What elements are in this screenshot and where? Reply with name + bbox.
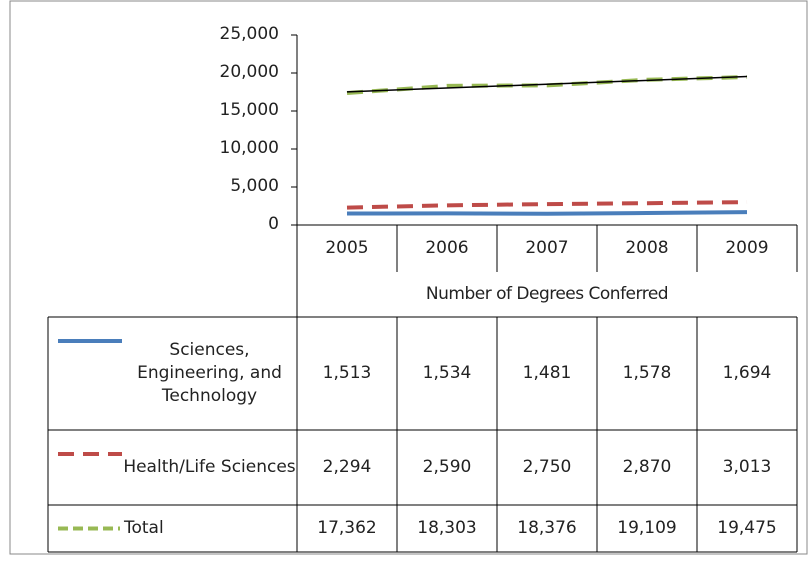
- x-tick-label: 2007: [525, 238, 569, 259]
- data-table-value: 18,376: [517, 518, 577, 539]
- data-table-value: 3,013: [722, 457, 772, 478]
- series-line: [346, 200, 748, 210]
- legend-label: Total: [124, 518, 164, 539]
- x-tick-label: 2008: [625, 238, 669, 259]
- data-table-value: 1,513: [322, 363, 372, 384]
- legend-label: Sciences, Engineering, and Technology: [137, 340, 282, 406]
- data-table-value: 2,294: [322, 457, 372, 478]
- y-tick-label: 0: [268, 214, 279, 234]
- x-tick-label: 2009: [725, 238, 769, 259]
- legend-label: Health/Life Sciences: [123, 457, 296, 478]
- x-tick-label: 2005: [325, 238, 369, 259]
- data-table-value: 17,362: [317, 518, 377, 539]
- series-line: [346, 210, 748, 216]
- y-tick-label: 25,000: [219, 24, 279, 44]
- x-axis-title: Number of Degrees Conferred: [425, 284, 669, 305]
- y-tick-label: 20,000: [219, 62, 279, 82]
- y-tick-label: 5,000: [230, 176, 279, 196]
- x-tick-label: 2006: [425, 238, 469, 259]
- data-table-value: 1,534: [422, 363, 472, 384]
- y-tick-label: 15,000: [219, 100, 279, 120]
- trendline: [346, 75, 748, 93]
- data-table-value: 1,578: [622, 363, 672, 384]
- data-table-value: 19,109: [617, 518, 677, 539]
- y-tick-label: 10,000: [219, 138, 279, 158]
- data-table-value: 18,303: [417, 518, 477, 539]
- data-table-value: 1,694: [722, 363, 772, 384]
- chart-border: [9, 0, 808, 555]
- data-table-value: 2,750: [522, 457, 572, 478]
- data-table-value: 2,590: [422, 457, 472, 478]
- data-table-value: 19,475: [717, 518, 777, 539]
- data-table-value: 1,481: [522, 363, 572, 384]
- data-table-value: 2,870: [622, 457, 672, 478]
